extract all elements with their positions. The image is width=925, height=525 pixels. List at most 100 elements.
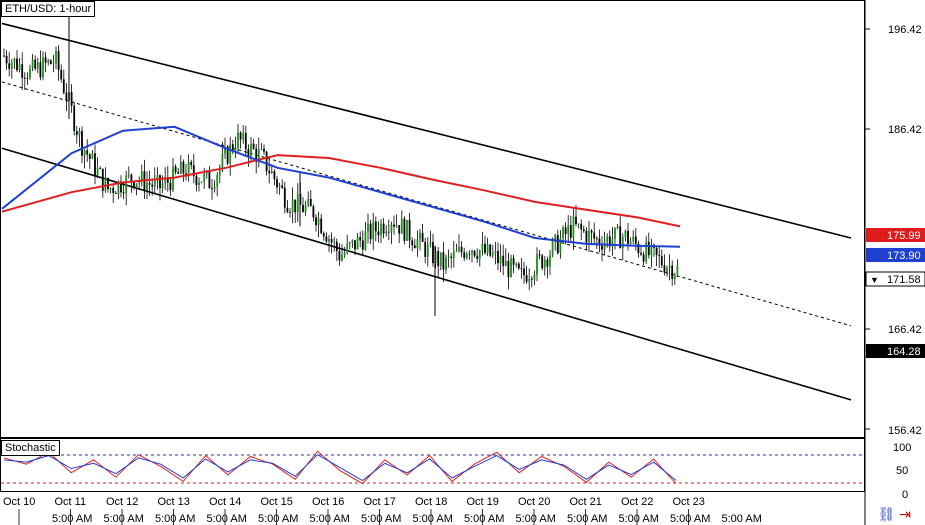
candle <box>359 231 362 248</box>
candle <box>70 84 73 113</box>
candle <box>47 58 50 66</box>
candle <box>244 125 247 157</box>
candle <box>460 241 463 258</box>
candle <box>666 265 668 277</box>
candle <box>549 250 551 275</box>
candle <box>452 241 455 268</box>
candle <box>473 249 476 258</box>
candle <box>13 57 16 70</box>
candle <box>442 241 445 283</box>
candle <box>26 72 29 85</box>
candle <box>624 229 627 242</box>
candle <box>554 233 557 251</box>
candle <box>335 238 338 261</box>
candle <box>447 249 450 268</box>
x-time-label: 5:00 AM <box>567 513 607 525</box>
candle <box>146 171 148 200</box>
stoch-lines <box>3 450 677 485</box>
candle <box>109 187 112 194</box>
candle <box>57 45 60 81</box>
x-date-label: Oct 14 <box>209 496 241 508</box>
candle <box>476 248 479 264</box>
candle <box>577 223 580 229</box>
candle <box>187 154 190 182</box>
candle <box>276 176 278 194</box>
badge-red-ma-label: 175.99 <box>887 230 921 242</box>
candle <box>281 179 284 189</box>
candle <box>525 265 528 284</box>
candle <box>101 168 104 198</box>
arrow-right-icon[interactable]: ⇥ <box>899 506 911 522</box>
candle <box>333 237 336 252</box>
candle <box>621 233 624 261</box>
candle <box>668 254 671 281</box>
candle <box>361 230 364 256</box>
x-date-label: Oct 23 <box>673 496 705 508</box>
candle <box>29 64 31 81</box>
candle <box>208 166 211 189</box>
candles <box>3 13 679 317</box>
badge-red-ma <box>866 228 925 242</box>
stoch-d-line <box>3 454 677 482</box>
x-date-label: Oct 15 <box>261 496 293 508</box>
x-date-label: Oct 16 <box>312 496 344 508</box>
candle <box>458 234 460 253</box>
candle <box>419 228 421 251</box>
ma-red-line <box>1 154 681 228</box>
candle <box>491 244 494 259</box>
candle <box>582 225 585 233</box>
candle <box>413 238 416 249</box>
candle <box>637 240 640 258</box>
candle <box>148 170 151 196</box>
candle <box>640 245 642 257</box>
candle <box>114 190 117 194</box>
candle <box>611 227 614 256</box>
candle <box>645 236 648 264</box>
candle <box>213 180 216 193</box>
candle <box>34 55 37 71</box>
channel-lower-line <box>1 147 852 401</box>
candle <box>91 150 94 160</box>
candle <box>382 217 385 239</box>
candle <box>200 181 203 184</box>
candle <box>304 200 307 216</box>
candle <box>42 51 44 81</box>
link-icon[interactable]: ⛓ <box>877 506 896 522</box>
badge-blue-ma <box>866 248 925 262</box>
candle <box>302 197 304 213</box>
candle <box>478 249 481 267</box>
candle <box>291 187 294 224</box>
candle <box>75 126 78 144</box>
candle <box>372 212 375 251</box>
stoch-plot-frame <box>0 438 865 492</box>
candle <box>39 50 42 81</box>
candle <box>104 167 107 193</box>
candle <box>177 167 180 174</box>
candle <box>330 232 333 254</box>
candle <box>325 232 328 243</box>
candle <box>614 227 616 250</box>
badge-lower-channel-label: 164.28 <box>887 346 921 358</box>
candle <box>658 245 661 268</box>
candle <box>315 214 317 232</box>
y-tick-label: 166.42 <box>888 324 922 336</box>
candle <box>619 216 622 249</box>
candle <box>416 230 419 257</box>
candle <box>507 252 510 290</box>
badge-lower-channel <box>866 344 925 358</box>
candle <box>439 252 442 271</box>
candle <box>481 231 484 256</box>
candle <box>536 247 538 282</box>
candle <box>283 181 286 214</box>
candle <box>294 199 297 223</box>
candle <box>528 268 531 291</box>
candle <box>411 237 414 252</box>
candle <box>450 252 453 269</box>
candle <box>671 260 674 286</box>
main-plot-frame <box>0 0 865 438</box>
x-date-label: Oct 11 <box>55 496 87 508</box>
candle <box>190 159 193 170</box>
candle <box>517 261 520 270</box>
candle <box>99 166 102 170</box>
